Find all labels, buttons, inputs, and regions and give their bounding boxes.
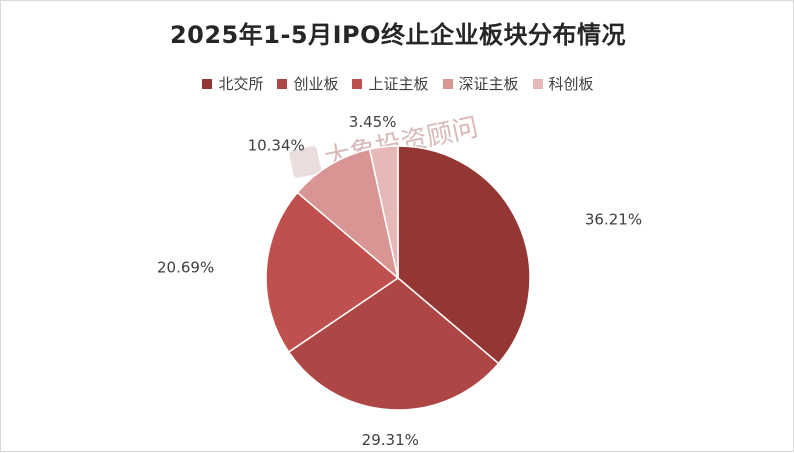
watermark-logo-icon — [289, 146, 322, 178]
legend-label: 科创板 — [548, 75, 594, 93]
pie-slice — [368, 145, 399, 279]
legend-swatch — [532, 78, 543, 89]
pie-slice — [397, 145, 531, 365]
data-label: 20.69% — [157, 258, 214, 276]
pie-slice — [287, 277, 500, 411]
data-label: 3.45% — [349, 113, 397, 131]
pie-slice — [296, 148, 400, 281]
legend-swatch — [277, 78, 288, 89]
legend-label: 创业板 — [293, 75, 339, 93]
legend-label: 北交所 — [218, 75, 264, 93]
legend-swatch — [442, 78, 453, 89]
legend-item: 北交所 — [202, 73, 263, 94]
pie-slice — [265, 191, 400, 354]
legend-swatch — [202, 78, 213, 89]
data-labels-layer: 36.21% 29.31% 20.69% 10.34% 3.45% — [157, 113, 642, 449]
legend-label: 深证主板 — [458, 75, 519, 93]
legend-item: 深证主板 — [442, 73, 519, 94]
legend-item: 上证主板 — [352, 73, 429, 94]
slices-layer — [265, 145, 531, 411]
legend: 北交所 创业板 上证主板 深证主板 科创板 — [1, 73, 794, 94]
legend-item: 科创板 — [532, 73, 594, 94]
data-label: 36.21% — [585, 210, 642, 228]
legend-item: 创业板 — [277, 73, 338, 94]
legend-label: 上证主板 — [368, 75, 429, 93]
legend-swatch — [352, 78, 363, 89]
chart-title: 2025年1-5月IPO终止企业板块分布情况 — [169, 21, 627, 49]
data-label: 10.34% — [248, 136, 305, 154]
data-label: 29.31% — [362, 431, 419, 449]
